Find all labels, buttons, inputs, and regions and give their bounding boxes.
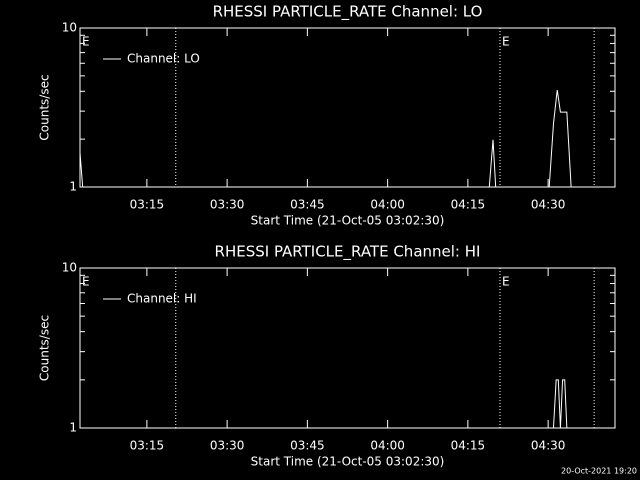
x-tick-label: 04:15 <box>451 198 486 212</box>
x-tick-label: 03:15 <box>130 198 165 212</box>
x-tick-label: 04:30 <box>531 198 566 212</box>
data-line <box>79 90 572 188</box>
annotation: E <box>82 35 90 49</box>
y-axis-label: Counts/sec <box>38 315 52 381</box>
data-line <box>80 379 568 429</box>
x-tick-label: 03:45 <box>290 198 325 212</box>
x-axis-label: Start Time (21-Oct-05 03:02:30) <box>251 214 445 228</box>
x-axis-label: Start Time (21-Oct-05 03:02:30) <box>251 455 445 469</box>
annotation: E <box>82 275 90 289</box>
annotation: E <box>502 275 510 289</box>
x-tick-label: 03:30 <box>210 439 245 453</box>
x-tick-label: 04:00 <box>370 198 405 212</box>
annotation: E <box>502 35 510 49</box>
footer: 20-Oct-2021 19:20 <box>561 467 637 476</box>
y-tick-label: 10 <box>62 21 77 35</box>
legend-label: Channel: LO <box>127 52 200 66</box>
x-tick-label: 03:30 <box>210 198 245 212</box>
y-tick-label: 10 <box>62 261 77 275</box>
y-axis-label: Counts/sec <box>38 74 52 140</box>
legend-label: Channel: HI <box>127 292 197 306</box>
x-tick-label: 03:15 <box>130 439 165 453</box>
y-tick-label: 1 <box>69 421 77 435</box>
x-tick-label: 03:45 <box>290 439 325 453</box>
chart-title: RHESSI PARTICLE_RATE Channel: LO <box>213 3 483 22</box>
y-tick-label: 1 <box>69 180 77 194</box>
chart-title: RHESSI PARTICLE_RATE Channel: HI <box>215 243 481 262</box>
x-tick-label: 04:15 <box>451 439 486 453</box>
x-tick-label: 04:00 <box>370 439 405 453</box>
x-tick-label: 04:30 <box>531 439 566 453</box>
